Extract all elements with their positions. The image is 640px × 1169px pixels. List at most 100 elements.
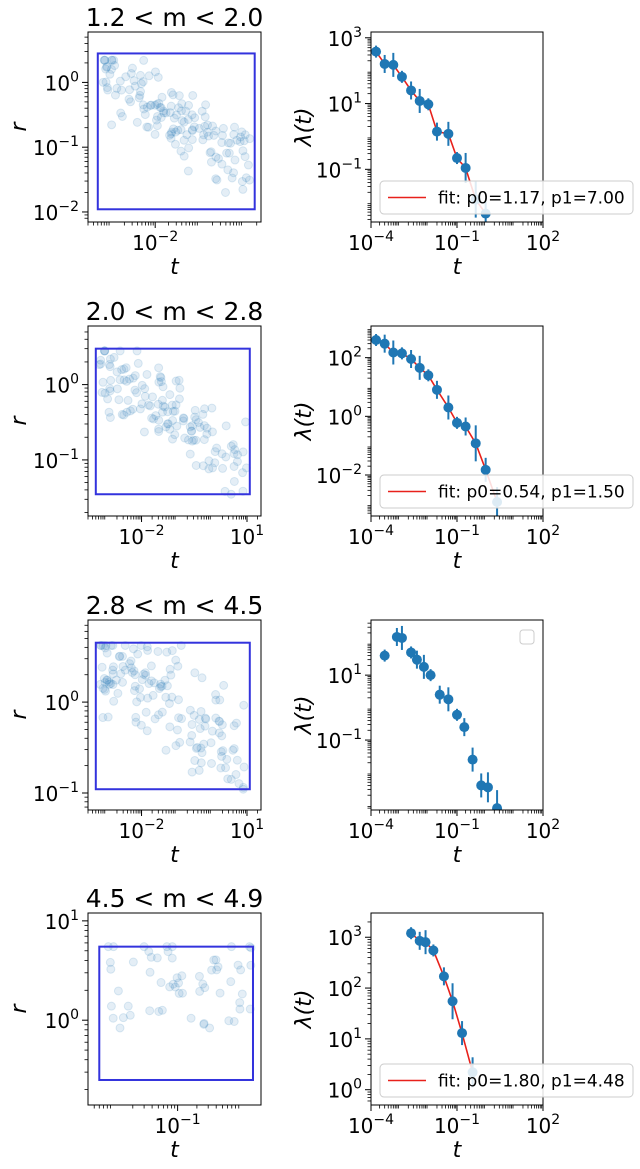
data-point bbox=[406, 85, 417, 96]
x-tick-label: 10−2 bbox=[132, 229, 178, 255]
scatter-point bbox=[211, 695, 221, 705]
x-axis-label: t bbox=[453, 1138, 463, 1163]
data-point bbox=[423, 370, 434, 381]
axes-frame bbox=[87, 31, 262, 223]
scatter-point bbox=[187, 421, 197, 431]
y-axis-label: r bbox=[7, 415, 32, 426]
scatter-point bbox=[196, 706, 206, 716]
scatter-point bbox=[179, 117, 189, 127]
scatter-point bbox=[187, 125, 197, 135]
data-point bbox=[443, 694, 454, 705]
scatter-point bbox=[171, 400, 181, 410]
data-point bbox=[428, 945, 439, 956]
scatter-point bbox=[199, 130, 209, 140]
scatter-point bbox=[117, 651, 127, 661]
y-tick-label: 102 bbox=[328, 975, 362, 1001]
legend: fit: p0=1.17, p1=7.00 bbox=[379, 180, 634, 215]
scatter-point bbox=[171, 127, 181, 137]
scatter-point bbox=[222, 754, 232, 764]
rate-data bbox=[371, 45, 491, 222]
scatter-point bbox=[176, 106, 186, 116]
axes-frame bbox=[370, 619, 544, 811]
scatter-point bbox=[221, 452, 231, 462]
scatter-point bbox=[100, 55, 110, 65]
scatter-point bbox=[177, 714, 187, 724]
x-axis-label: t bbox=[170, 255, 180, 280]
scatter-point bbox=[147, 413, 157, 423]
scatter-point bbox=[243, 160, 253, 170]
y-tick-label: 10−1 bbox=[33, 780, 79, 806]
scatter-point bbox=[119, 364, 129, 374]
scatter-point bbox=[109, 55, 119, 65]
scatter-point bbox=[232, 755, 242, 765]
scatter-point bbox=[190, 113, 200, 123]
x-tick-label: 102 bbox=[526, 817, 560, 843]
scatter-point bbox=[223, 774, 233, 784]
x-tick-label: 10−4 bbox=[348, 1112, 394, 1138]
scatter-point bbox=[150, 67, 160, 77]
scatter-point bbox=[239, 762, 249, 772]
scatter-point bbox=[126, 663, 136, 673]
scatter-point bbox=[195, 724, 205, 734]
scatter-point bbox=[142, 726, 152, 736]
scatter-point bbox=[163, 947, 173, 957]
scatter-point bbox=[130, 81, 140, 91]
scatter-point bbox=[175, 383, 185, 393]
scatter-points bbox=[98, 55, 255, 197]
y-axis-label: λ(t) bbox=[292, 402, 317, 442]
axes-frame bbox=[87, 619, 262, 811]
scatter-point bbox=[206, 738, 216, 748]
scatter-point bbox=[175, 737, 185, 747]
scatter-point bbox=[157, 681, 167, 691]
scatter-point bbox=[211, 955, 221, 965]
rate-panel-4: 10−4 10−1 102 100 101 102 103 t λ(t) fit: p0=1.80… bbox=[292, 912, 634, 1163]
scatter-point bbox=[123, 1001, 133, 1011]
scatter-point bbox=[178, 416, 188, 426]
scatter-point bbox=[131, 712, 141, 722]
scatter-point bbox=[206, 758, 216, 768]
scatter-point bbox=[150, 129, 160, 139]
scatter-point bbox=[114, 395, 124, 405]
y-axis-label: r bbox=[7, 709, 32, 720]
scatter-point bbox=[133, 358, 143, 368]
scatter-point bbox=[177, 971, 187, 981]
scatter-point bbox=[128, 404, 138, 414]
scatter-point bbox=[204, 464, 214, 474]
scatter-point bbox=[99, 55, 109, 65]
scatter-point bbox=[159, 106, 169, 116]
y-tick-label: 103 bbox=[328, 924, 362, 950]
scatter-point bbox=[179, 151, 189, 161]
scatter-point bbox=[218, 123, 228, 133]
scatter-point bbox=[198, 135, 208, 145]
x-tick-label: 10−1 bbox=[434, 1112, 480, 1138]
scatter-point bbox=[132, 388, 142, 398]
scatter-point bbox=[104, 407, 114, 417]
scatter-point bbox=[233, 450, 243, 460]
scatter-point bbox=[130, 670, 140, 680]
scatter-point bbox=[154, 363, 164, 373]
scatter-point bbox=[234, 779, 244, 789]
scatter-point bbox=[200, 983, 210, 993]
data-point bbox=[467, 754, 478, 765]
scatter-point bbox=[183, 166, 193, 176]
y-tick-label: 100 bbox=[45, 689, 79, 715]
scatter-point bbox=[143, 122, 153, 132]
scatter-point bbox=[160, 402, 170, 412]
y-tick-label: 100 bbox=[45, 372, 79, 398]
scatter-point bbox=[207, 403, 217, 413]
scatter-point bbox=[136, 720, 146, 730]
data-point bbox=[379, 58, 390, 69]
y-tick-label: 10−1 bbox=[316, 156, 362, 182]
scatter-point bbox=[154, 1006, 164, 1016]
scatter-point bbox=[163, 419, 173, 429]
scatter-point bbox=[162, 419, 172, 429]
scatter-point bbox=[174, 375, 184, 385]
scatter-point bbox=[166, 670, 176, 680]
scatter-point bbox=[172, 725, 182, 735]
y-tick-label: 10−2 bbox=[33, 199, 79, 225]
scatter-point bbox=[154, 710, 164, 720]
scatter-point bbox=[105, 412, 115, 422]
data-point bbox=[443, 402, 454, 413]
scatter-point bbox=[125, 1010, 135, 1020]
scatter-point bbox=[108, 680, 118, 690]
